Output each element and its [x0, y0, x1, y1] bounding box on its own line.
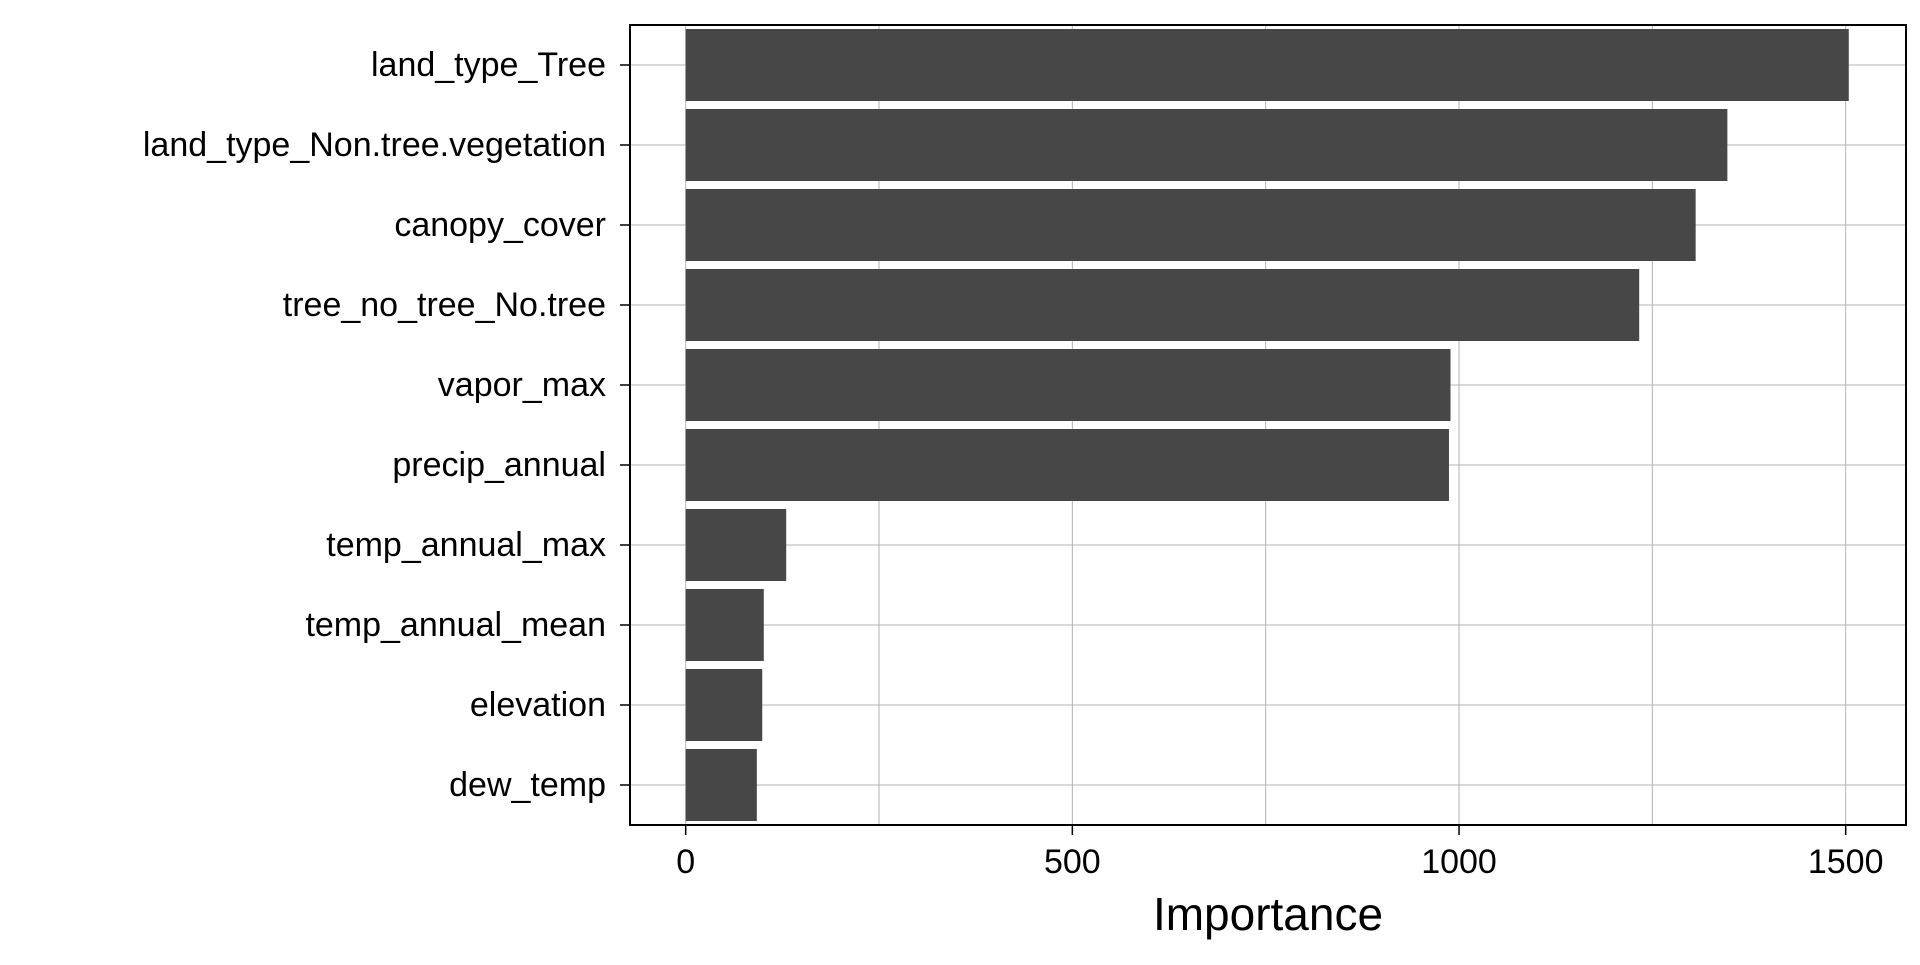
y-tick-label: canopy_cover	[394, 206, 606, 244]
y-tick-label: temp_annual_mean	[305, 606, 606, 644]
bar-land_type_Non.tree.vegetation	[685, 109, 1728, 181]
y-tick-label: temp_annual_max	[326, 526, 606, 564]
x-tick-label: 1500	[1808, 843, 1884, 881]
bar-temp_annual_mean	[685, 589, 764, 661]
y-tick-label: elevation	[470, 686, 606, 724]
bar-dew_temp	[685, 749, 757, 821]
x-axis-ticks: 0 500 1000 1500	[676, 825, 1884, 881]
y-tick-label: land_type_Tree	[371, 46, 606, 84]
bar-elevation	[685, 669, 763, 741]
y-tick-label: vapor_max	[438, 366, 606, 404]
bar-canopy_cover	[685, 189, 1696, 261]
bar-temp_annual_max	[685, 509, 787, 581]
x-axis-title: Importance	[1153, 888, 1383, 940]
y-tick-label: land_type_Non.tree.vegetation	[143, 126, 606, 164]
y-tick-label: precip_annual	[392, 446, 606, 484]
category-labels: land_type_Tree land_type_Non.tree.vegetat…	[143, 46, 630, 804]
plot-panel-border	[629, 24, 1907, 826]
bar-tree_no_tree_No.tree	[685, 269, 1640, 341]
x-tick-label: 0	[676, 843, 695, 881]
x-tick-label: 500	[1044, 843, 1101, 881]
bars	[685, 29, 1849, 821]
x-tick-label: 1000	[1421, 843, 1497, 881]
y-tick-label: dew_temp	[449, 766, 606, 804]
y-tick-label: tree_no_tree_No.tree	[283, 286, 606, 324]
bar-vapor_max	[685, 349, 1451, 421]
bar-precip_annual	[685, 429, 1449, 501]
bar-land_type_Tree	[685, 29, 1849, 101]
